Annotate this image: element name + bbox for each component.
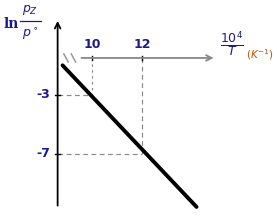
Text: $p^\circ$: $p^\circ$ <box>22 26 39 42</box>
Text: 10: 10 <box>84 38 101 51</box>
Text: $\dfrac{10^4}{T}$: $\dfrac{10^4}{T}$ <box>220 30 244 60</box>
Text: ln: ln <box>3 17 19 31</box>
Text: $p_Z$: $p_Z$ <box>22 3 39 17</box>
Text: 12: 12 <box>133 38 151 51</box>
Text: $(K^{-1})$: $(K^{-1})$ <box>246 47 274 62</box>
Text: -3: -3 <box>37 88 50 101</box>
Text: -7: -7 <box>36 147 50 160</box>
